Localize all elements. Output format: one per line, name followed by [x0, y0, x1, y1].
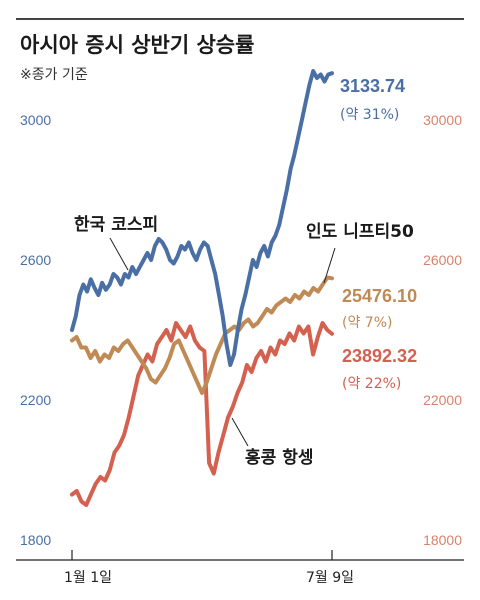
leader-kospi [109, 237, 129, 271]
y-right-tick-label: 30000 [423, 112, 462, 128]
y-right-tick-label: 18000 [423, 532, 462, 548]
series-label-hangseng: 홍콩 항셍 [245, 447, 313, 468]
change-label-hangseng: (약 22%) [342, 376, 401, 392]
value-label-hangseng: 23892.32 [342, 346, 417, 366]
leader-nifty [323, 247, 336, 284]
y-axis-right-ticks: 30000 26000 22000 18000 [423, 112, 462, 548]
change-label-nifty: (약 7%) [342, 315, 392, 331]
series-line-hangseng [70, 321, 334, 507]
y-axis-left-ticks: 3000 2600 2200 1800 [20, 112, 51, 548]
series-label-kospi: 한국 코스피 [74, 215, 158, 235]
series-label-nifty: 인도 니프티50 [306, 222, 414, 242]
x-tick-start: 1월 1일 [64, 570, 112, 586]
chart-subtitle: ※종가 기준 [20, 67, 88, 83]
series-line-nifty [70, 275, 334, 395]
y-left-tick-label: 2600 [20, 252, 51, 268]
y-right-tick-label: 22000 [423, 392, 462, 408]
x-tick-end: 7월 9일 [306, 570, 354, 586]
y-left-tick-label: 1800 [20, 532, 51, 548]
y-right-tick-label: 26000 [423, 252, 462, 268]
y-left-tick-label: 2200 [20, 392, 51, 408]
value-label-nifty: 25476.10 [342, 286, 417, 306]
chart-title: 아시아 증시 상반기 상승률 [20, 33, 254, 57]
y-left-tick-label: 3000 [20, 112, 51, 128]
change-label-kospi: (약 31%) [340, 107, 399, 123]
leader-hangseng [231, 417, 249, 447]
series-lines [70, 69, 334, 507]
value-label-kospi: 3133.74 [340, 76, 405, 96]
series-line-kospi [70, 69, 334, 367]
